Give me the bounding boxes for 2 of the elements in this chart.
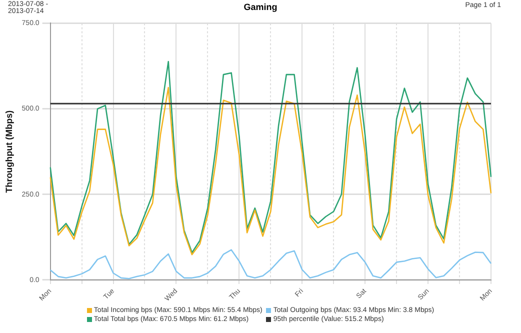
chart-title: Gaming xyxy=(244,2,278,12)
y-axis-title: Throughput (Mbps) xyxy=(4,110,14,193)
